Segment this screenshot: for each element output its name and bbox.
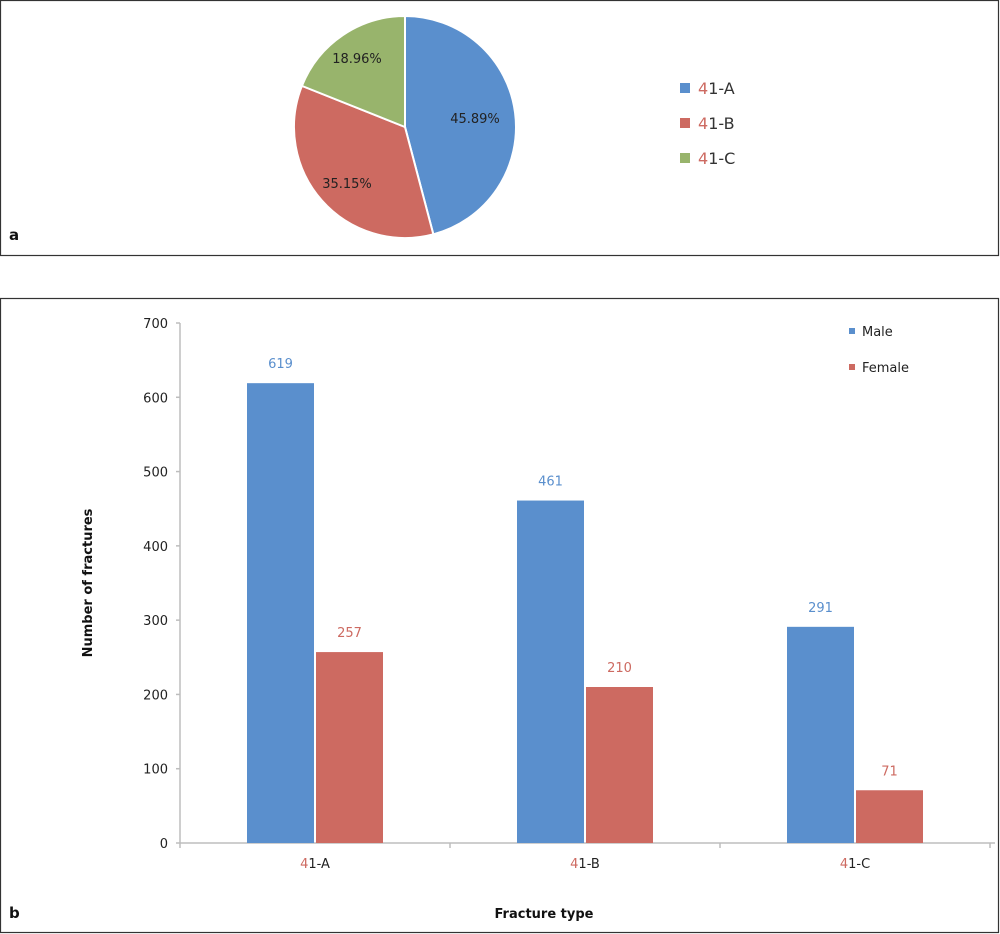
x-tick-label: 41-C — [840, 857, 870, 872]
bar-data-label: 619 — [268, 357, 293, 372]
bar-data-label: 461 — [538, 475, 563, 490]
bar-data-label: 210 — [607, 661, 632, 676]
legend-label: Male — [862, 325, 893, 340]
legend-label: 41-B — [698, 114, 735, 133]
y-tick-label: 0 — [160, 837, 168, 852]
pie-slice-41-A — [404, 14, 517, 236]
pie-data-label: 45.89% — [450, 112, 500, 127]
bar-chart: 0 100 200 300 400 500 600 700 619 257 41-A 461 210 41… — [143, 317, 995, 872]
x-tick-label: 41-A — [300, 857, 330, 872]
legend-swatch — [680, 153, 690, 163]
y-tick-label: 500 — [143, 466, 168, 481]
bar-female-41-A — [316, 652, 383, 843]
bar-male-41-B — [517, 500, 584, 843]
bar-male-41-A — [247, 383, 314, 843]
legend-label: 41-A — [698, 79, 735, 98]
pie-slice-41-C — [300, 14, 406, 129]
y-axis-title: Number of fractures — [81, 508, 96, 657]
y-tick-label: 300 — [143, 614, 168, 629]
y-tick-label: 600 — [143, 391, 168, 406]
panel-a-label: a — [9, 226, 19, 244]
legend-swatch — [849, 328, 855, 334]
legend-swatch — [849, 364, 855, 370]
pie-slice-41-B — [293, 84, 435, 239]
pie-chart: 45.89% 35.15% 18.96% — [293, 14, 517, 239]
y-tick-label: 700 — [143, 317, 168, 332]
pie-data-label: 18.96% — [332, 52, 382, 67]
bar-data-label: 257 — [337, 626, 362, 641]
panel-b-frame — [0, 297, 1000, 934]
bar-female-41-C — [856, 790, 923, 843]
legend-swatch — [680, 83, 690, 93]
legend-label: 41-C — [698, 149, 735, 168]
bar-male-41-C — [787, 626, 854, 843]
legend-swatch — [680, 118, 690, 128]
x-axis-title: Fracture type — [495, 907, 594, 922]
panel-a-frame — [0, 0, 1000, 257]
pie-legend: 41-A 41-B 41-C — [680, 79, 735, 168]
bar-data-label: 71 — [881, 764, 898, 779]
bar-female-41-B — [586, 687, 653, 843]
legend-label: Female — [862, 361, 909, 376]
y-tick-label: 200 — [143, 688, 168, 703]
pie-data-label: 35.15% — [322, 177, 372, 192]
x-tick-label: 41-B — [570, 857, 600, 872]
y-tick-label: 100 — [143, 763, 168, 778]
bar-data-label: 291 — [808, 601, 833, 616]
panel-b-label: b — [9, 904, 20, 922]
y-tick-label: 400 — [143, 540, 168, 555]
